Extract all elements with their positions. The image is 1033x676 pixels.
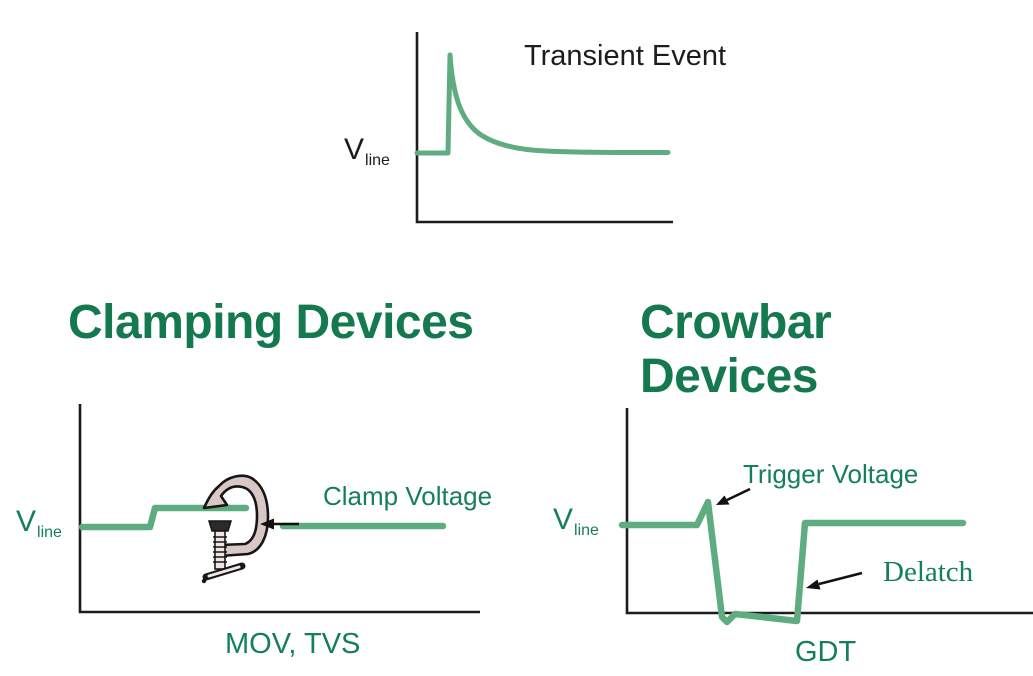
vline-label-top: Vline	[344, 133, 390, 169]
crowbar-waveform	[618, 498, 967, 626]
gdt-label: GDT	[795, 636, 857, 668]
c-clamp-screw-rod	[214, 530, 226, 570]
transient-event-title: Transient Event	[524, 40, 727, 72]
clamp-arrow	[260, 518, 299, 530]
trigger-voltage-annotation: Trigger Voltage	[743, 459, 919, 489]
c-clamp-illustration	[201, 474, 270, 584]
delatch-annotation: Delatch	[883, 556, 974, 588]
vline-label-crowbar: Vline	[553, 503, 599, 539]
clamping-chart-axes	[78, 404, 480, 614]
clamping-devices-title: Clamping Devices	[68, 296, 474, 349]
c-clamp-screw-threads	[213, 536, 227, 563]
clamping-waveform	[78, 504, 447, 531]
c-clamp-frame	[202, 474, 270, 558]
vline-label-clamping: Vline	[16, 505, 62, 541]
c-clamp-handle-dot	[201, 578, 207, 584]
top-chart-waveform	[414, 52, 671, 156]
crowbar-title-line2: Devices	[640, 350, 818, 403]
crowbar-title-line1: Crowbar	[640, 296, 832, 349]
c-clamp-screw-pad	[207, 520, 233, 532]
top-chart-axes	[415, 32, 673, 224]
mov-tvs-label: MOV, TVS	[225, 628, 361, 660]
crowbar-chart-axes	[625, 408, 1033, 615]
trigger-voltage-arrow	[716, 487, 751, 505]
c-clamp-handle-highlight	[207, 565, 241, 578]
delatch-arrow	[806, 571, 863, 590]
crowbar-devices-title: Crowbar Devices	[640, 296, 832, 404]
clamp-voltage-annotation: Clamp Voltage	[323, 481, 493, 511]
